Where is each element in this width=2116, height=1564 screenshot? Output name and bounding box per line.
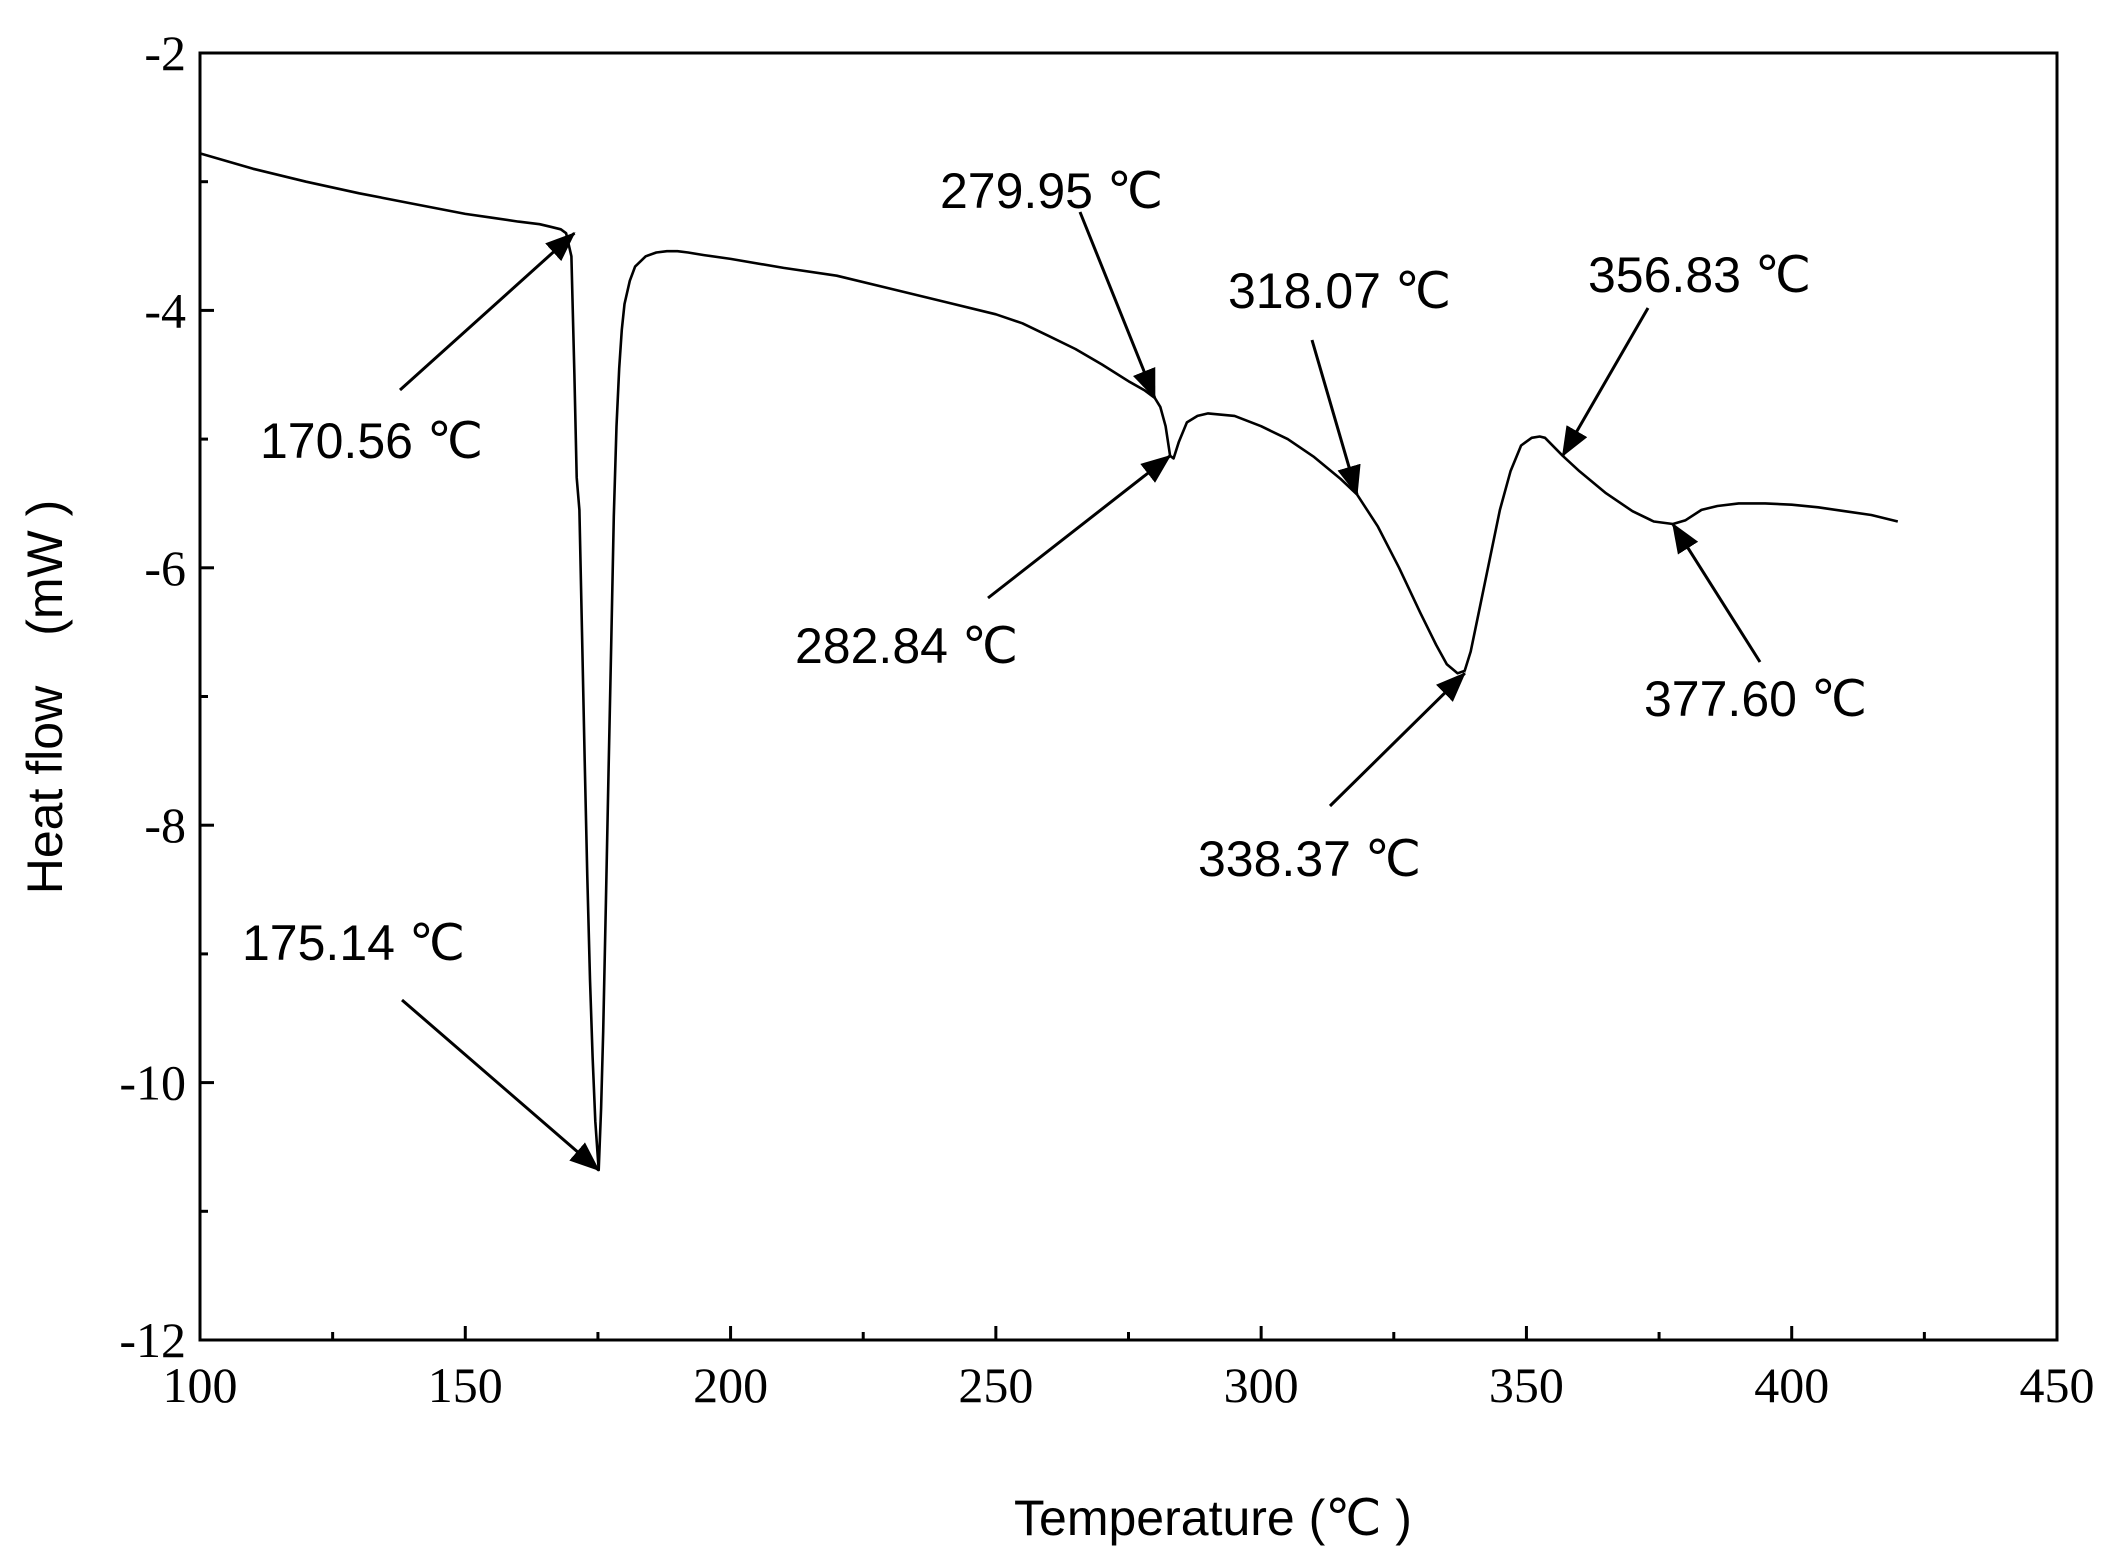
annotation-arrow bbox=[1671, 522, 1762, 663]
annotation: 170.56 ℃ bbox=[260, 232, 576, 469]
annotation-arrow bbox=[987, 454, 1172, 600]
annotation: 377.60 ℃ bbox=[1644, 522, 1867, 727]
annotation-arrow bbox=[398, 232, 576, 392]
annotation-arrow bbox=[1078, 211, 1157, 400]
y-tick-label: -12 bbox=[119, 1312, 186, 1368]
annotation: 279.95 ℃ bbox=[940, 163, 1163, 400]
annotation: 175.14 ℃ bbox=[242, 915, 600, 1172]
annotation-arrow bbox=[401, 998, 600, 1172]
x-tick-label: 400 bbox=[1754, 1357, 1829, 1413]
annotation-arrow bbox=[1328, 672, 1466, 808]
peak-annotations: 170.56 ℃ 175.14 ℃ 279.95 ℃ 282.84 ℃ 318.07 ℃… bbox=[242, 163, 1867, 1172]
y-tick-label: -2 bbox=[144, 25, 186, 81]
annotation-label: 318.07 ℃ bbox=[1228, 263, 1451, 319]
annotation: 356.83 ℃ bbox=[1561, 247, 1811, 458]
y-axis-title: Heat flow (mW ) bbox=[17, 500, 73, 894]
annotation-label: 356.83 ℃ bbox=[1588, 247, 1811, 303]
x-axis: 100 150 200 250 300 350 400 450 bbox=[163, 1326, 2095, 1413]
x-tick-label: 350 bbox=[1489, 1357, 1564, 1413]
x-tick-label: 450 bbox=[2020, 1357, 2095, 1413]
x-tick-label: 250 bbox=[958, 1357, 1033, 1413]
x-tick-label: 100 bbox=[163, 1357, 238, 1413]
annotation-arrow bbox=[1561, 307, 1650, 458]
annotation: 338.37 ℃ bbox=[1198, 672, 1466, 887]
x-axis-title: Temperature (℃ ) bbox=[1014, 1490, 1412, 1546]
annotation-label: 338.37 ℃ bbox=[1198, 831, 1421, 887]
annotation: 318.07 ℃ bbox=[1228, 263, 1451, 496]
y-tick-label: -10 bbox=[119, 1055, 186, 1111]
annotation-label: 175.14 ℃ bbox=[242, 915, 465, 971]
y-axis: -12 -10 -8 -6 -4 -2 bbox=[119, 25, 214, 1368]
annotation: 282.84 ℃ bbox=[795, 454, 1172, 674]
x-tick-label: 300 bbox=[1224, 1357, 1299, 1413]
annotation-label: 377.60 ℃ bbox=[1644, 671, 1867, 727]
y-tick-label: -8 bbox=[144, 797, 186, 853]
annotation-label: 170.56 ℃ bbox=[260, 413, 483, 469]
x-tick-label: 150 bbox=[428, 1357, 503, 1413]
annotation-label: 282.84 ℃ bbox=[795, 618, 1018, 674]
annotation-arrow bbox=[1310, 339, 1361, 496]
y-tick-label: -6 bbox=[144, 540, 186, 596]
x-tick-label: 200 bbox=[693, 1357, 768, 1413]
annotation-label: 279.95 ℃ bbox=[940, 163, 1163, 219]
dsc-curve-line bbox=[199, 152, 1899, 1172]
y-tick-label: -4 bbox=[144, 282, 186, 338]
